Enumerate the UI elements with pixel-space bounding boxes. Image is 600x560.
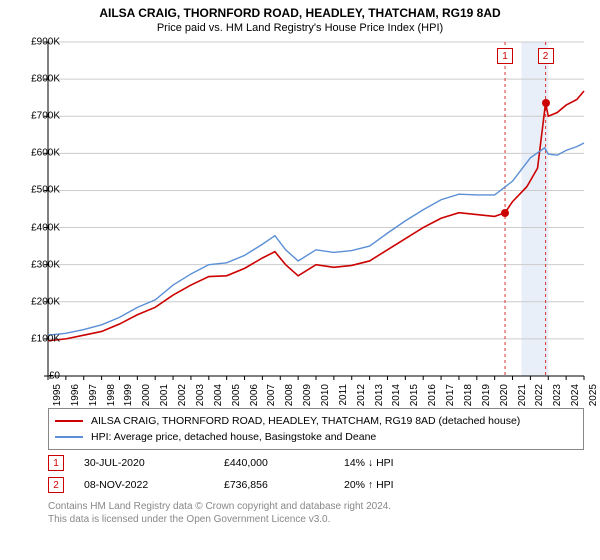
legend-label: AILSA CRAIG, THORNFORD ROAD, HEADLEY, TH…: [91, 415, 520, 427]
marker-number-box: 2: [48, 477, 64, 493]
chart-subtitle: Price paid vs. HM Land Registry's House …: [0, 20, 600, 34]
legend-label: HPI: Average price, detached house, Basi…: [91, 431, 376, 443]
legend-swatch: [55, 420, 83, 422]
y-tick-label: £600K: [10, 148, 60, 159]
marker-price: £440,000: [224, 457, 344, 469]
marker-date: 08-NOV-2022: [84, 479, 224, 491]
chart-title: AILSA CRAIG, THORNFORD ROAD, HEADLEY, TH…: [0, 0, 600, 20]
y-tick-label: £700K: [10, 111, 60, 122]
y-tick-label: £300K: [10, 259, 60, 270]
y-tick-label: £100K: [10, 333, 60, 344]
marker-table: 1 30-JUL-2020£440,00014% ↓ HPI 2 08-NOV-202…: [48, 452, 584, 496]
footer-line2: This data is licensed under the Open Gov…: [48, 513, 391, 526]
marker-table-row: 1 30-JUL-2020£440,00014% ↓ HPI: [48, 452, 584, 474]
sale-dot: [501, 209, 509, 217]
y-tick-label: £400K: [10, 222, 60, 233]
y-tick-label: £500K: [10, 185, 60, 196]
marker-table-row: 2 08-NOV-2022£736,85620% ↑ HPI: [48, 474, 584, 496]
marker-number-box: 1: [48, 455, 64, 471]
legend-row: AILSA CRAIG, THORNFORD ROAD, HEADLEY, TH…: [55, 413, 577, 429]
y-tick-label: £0: [10, 371, 60, 382]
marker-price: £736,856: [224, 479, 344, 491]
sale-dot: [542, 99, 550, 107]
marker-chip: 1: [497, 48, 513, 64]
marker-delta: 14% ↓ HPI: [344, 457, 464, 469]
y-tick-label: £800K: [10, 74, 60, 85]
x-tick-label: 2025: [588, 384, 599, 424]
y-tick-label: £900K: [10, 37, 60, 48]
y-tick-label: £200K: [10, 296, 60, 307]
legend-row: HPI: Average price, detached house, Basi…: [55, 429, 577, 445]
plot-area: 12: [48, 42, 584, 376]
footer: Contains HM Land Registry data © Crown c…: [48, 500, 391, 526]
legend: AILSA CRAIG, THORNFORD ROAD, HEADLEY, TH…: [48, 408, 584, 450]
marker-date: 30-JUL-2020: [84, 457, 224, 469]
footer-line1: Contains HM Land Registry data © Crown c…: [48, 500, 391, 513]
marker-delta: 20% ↑ HPI: [344, 479, 464, 491]
marker-chip: 2: [538, 48, 554, 64]
legend-swatch: [55, 436, 83, 438]
